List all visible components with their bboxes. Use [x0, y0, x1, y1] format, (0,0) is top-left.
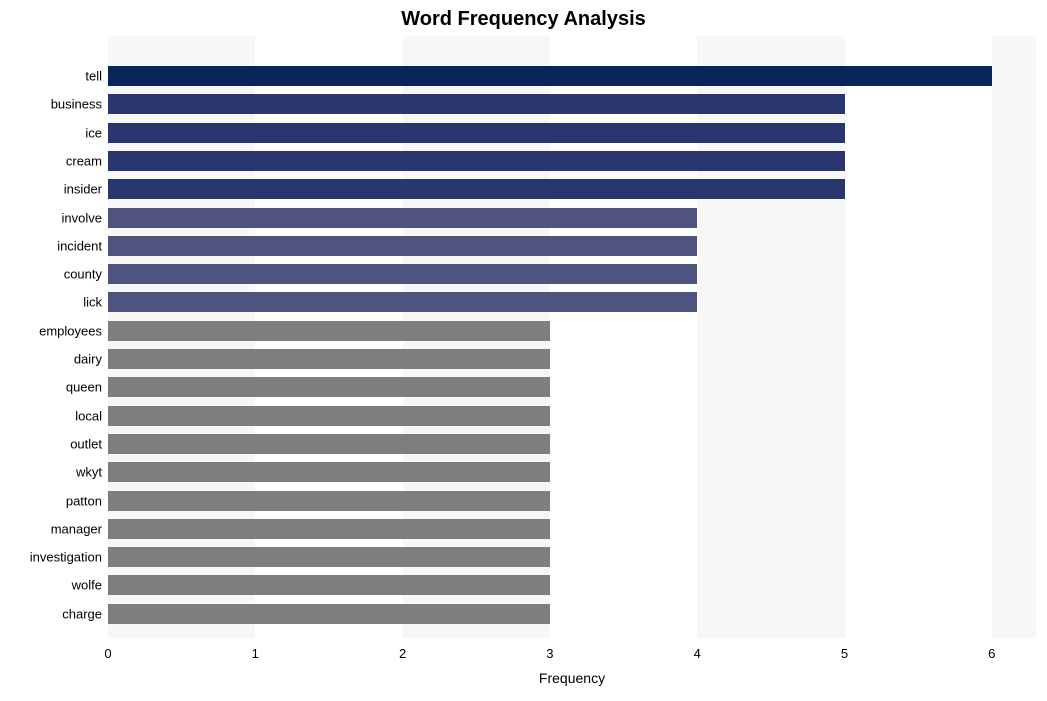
y-tick-label: involve [62, 210, 102, 225]
y-tick-label: business [51, 97, 102, 112]
y-tick-label: wolfe [72, 578, 102, 593]
bar [108, 491, 550, 511]
y-tick-label: dairy [74, 352, 102, 367]
y-tick-label: ice [85, 125, 102, 140]
y-tick-label: charge [62, 606, 102, 621]
grid-band [845, 36, 992, 638]
bar [108, 575, 550, 595]
y-tick-label: manager [51, 521, 102, 536]
y-tick-label: insider [64, 182, 102, 197]
y-tick-label: cream [66, 153, 102, 168]
x-tick-label: 3 [546, 646, 553, 661]
bar [108, 208, 697, 228]
y-tick-label: patton [66, 493, 102, 508]
bar [108, 264, 697, 284]
bar [108, 123, 845, 143]
bar [108, 94, 845, 114]
y-tick-label: queen [66, 380, 102, 395]
bar [108, 462, 550, 482]
plot-area: 0123456tellbusinessicecreaminsiderinvolv… [108, 36, 1036, 638]
x-tick-label: 5 [841, 646, 848, 661]
y-tick-label: lick [83, 295, 102, 310]
bar [108, 151, 845, 171]
chart-title: Word Frequency Analysis [0, 8, 1047, 31]
y-tick-label: wkyt [76, 465, 102, 480]
grid-band [992, 36, 1036, 638]
x-axis-title: Frequency [539, 670, 605, 686]
y-tick-label: investigation [30, 550, 102, 565]
bar [108, 519, 550, 539]
bar [108, 434, 550, 454]
y-tick-label: incident [57, 238, 102, 253]
y-tick-label: county [64, 267, 102, 282]
word-frequency-chart: Word Frequency Analysis 0123456tellbusin… [0, 0, 1047, 701]
x-tick-label: 1 [252, 646, 259, 661]
y-tick-label: local [75, 408, 102, 423]
bar [108, 349, 550, 369]
y-tick-label: outlet [70, 436, 102, 451]
bar [108, 236, 697, 256]
bar [108, 292, 697, 312]
bar [108, 406, 550, 426]
x-tick-label: 4 [694, 646, 701, 661]
y-tick-label: employees [39, 323, 102, 338]
x-tick-label: 6 [988, 646, 995, 661]
bar [108, 377, 550, 397]
y-tick-label: tell [85, 69, 102, 84]
bar [108, 179, 845, 199]
bar [108, 66, 992, 86]
bar [108, 321, 550, 341]
x-tick-label: 2 [399, 646, 406, 661]
x-tick-label: 0 [104, 646, 111, 661]
bar [108, 547, 550, 567]
bar [108, 604, 550, 624]
